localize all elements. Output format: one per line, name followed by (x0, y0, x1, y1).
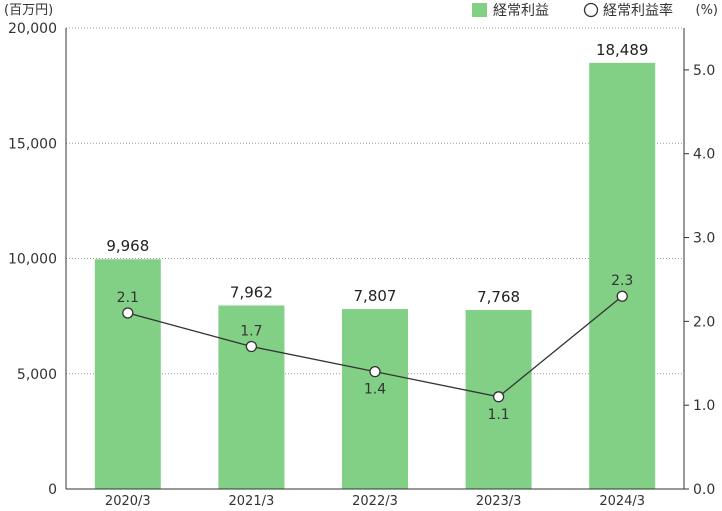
ratio-point (492, 391, 505, 403)
right-tick-label: 1.0 (693, 398, 715, 414)
bar (94, 259, 161, 489)
bar-data-label: 7,962 (230, 283, 273, 301)
ratio-data-label: 1.1 (487, 407, 509, 423)
ratio-point (616, 290, 628, 302)
ratio-data-label: 2.3 (611, 273, 633, 289)
bar-data-label: 18,489 (596, 41, 649, 59)
x-tick-label: 2023/3 (476, 494, 522, 509)
ratio-point (122, 307, 134, 319)
left-tick-label: 20,000 (8, 21, 57, 37)
bar (342, 309, 408, 489)
ratio-point (369, 366, 381, 378)
bar (589, 62, 656, 489)
ratio-data-label: 1.7 (240, 324, 262, 340)
ratio-data-label: 1.4 (364, 382, 386, 398)
left-axis-unit: (百万円) (4, 3, 53, 18)
legend-label-line: 経常利益率 (603, 2, 673, 19)
left-tick-label: 0 (48, 482, 57, 498)
bar-data-label: 7,807 (354, 287, 397, 305)
ratio-data-label: 2.1 (117, 290, 139, 306)
legend-swatch-bar (472, 3, 487, 17)
left-tick-label: 5,000 (17, 367, 57, 383)
right-tick-label: 2.0 (693, 314, 715, 330)
left-tick-label: 10,000 (8, 252, 57, 268)
right-tick-label: 4.0 (693, 147, 715, 163)
legend-marker-line (583, 2, 599, 18)
x-tick-label: 2020/3 (105, 494, 151, 509)
left-tick-label: 15,000 (8, 136, 57, 152)
bar-data-label: 9,968 (106, 237, 149, 255)
right-tick-label: 3.0 (693, 231, 715, 247)
right-tick-label: 5.0 (693, 63, 715, 79)
ratio-point (245, 340, 258, 353)
x-tick-label: 2024/3 (599, 494, 645, 509)
legend-label-bar: 経常利益 (493, 3, 549, 19)
right-tick-label: 0.0 (693, 482, 715, 498)
right-axis-unit: (%) (696, 3, 719, 18)
x-tick-label: 2021/3 (229, 494, 275, 509)
bar (218, 305, 285, 489)
bar-data-label: 7,768 (477, 288, 520, 306)
x-tick-label: 2022/3 (352, 494, 398, 509)
